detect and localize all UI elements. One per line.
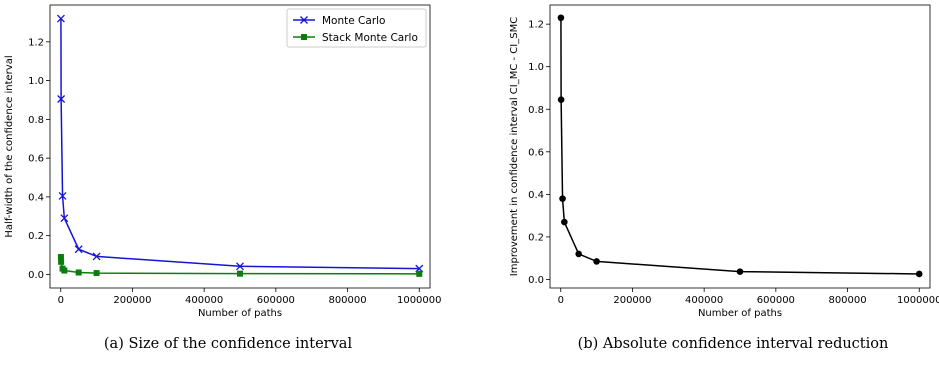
data-point xyxy=(60,214,69,223)
data-point xyxy=(237,270,243,277)
series-1 xyxy=(57,253,423,277)
data-point xyxy=(92,252,101,261)
x-tick-label: 400000 xyxy=(185,295,223,306)
data-point xyxy=(561,218,568,226)
x-tick-label: 0 xyxy=(58,295,64,306)
y-tick-label: 0.0 xyxy=(28,270,44,281)
x-axis-label: Number of paths xyxy=(698,308,782,319)
x-tick-label: 1000000 xyxy=(397,295,442,306)
data-point xyxy=(236,262,244,271)
data-point xyxy=(75,269,82,276)
y-tick-label: 0.0 xyxy=(528,275,544,286)
legend: Monte Carlo Stack Monte Carlo xyxy=(286,8,427,48)
series-line xyxy=(560,17,920,275)
y-tick-label: 0.6 xyxy=(528,147,544,158)
caption: (a) Size of the confidence interval xyxy=(104,336,353,352)
legend-label: Monte Carlo xyxy=(322,15,385,27)
chart-b: 0 200000 400000 600000 800000 1000000 0.0 0.2 0.… xyxy=(509,4,939,352)
y-tick-label: 0.8 xyxy=(28,115,44,126)
y-tick-label: 0.6 xyxy=(28,154,44,165)
y-tick-label: 1.2 xyxy=(28,37,44,48)
y-tick-label: 0.4 xyxy=(28,192,44,203)
y-axis-label: Improvement in confidence interval CI_MC… xyxy=(509,17,520,276)
y-tick-label: 1.2 xyxy=(528,20,544,31)
data-point xyxy=(56,14,65,23)
data-point xyxy=(736,268,744,275)
data-point xyxy=(93,270,100,277)
y-tick-label: 0.2 xyxy=(28,231,44,242)
legend-marker xyxy=(300,16,308,24)
plot-frame xyxy=(549,4,931,289)
data-point xyxy=(61,267,68,274)
x-tick-label: 200000 xyxy=(113,295,151,306)
data-point xyxy=(915,270,923,278)
x-tick-label: 200000 xyxy=(613,295,651,306)
data-point xyxy=(557,14,565,22)
series-0 xyxy=(56,14,424,273)
legend-item: Monte Carlo xyxy=(293,15,385,27)
data-point xyxy=(74,245,83,254)
caption: (b) Absolute confidence interval reducti… xyxy=(578,336,889,352)
y-axis-label: Half-width of the confidence interval xyxy=(4,55,15,237)
x-tick-label: 800000 xyxy=(828,295,866,306)
data-point xyxy=(557,96,565,103)
series-0 xyxy=(557,14,923,278)
y-tick-label: 1.0 xyxy=(528,62,544,73)
y-tick-label: 0.4 xyxy=(528,190,544,201)
x-tick-label: 800000 xyxy=(328,295,366,306)
legend-marker xyxy=(301,34,307,40)
y-tick-label: 0.2 xyxy=(528,232,544,243)
series-line xyxy=(60,18,420,270)
data-point xyxy=(58,258,65,265)
data-point xyxy=(57,253,64,260)
x-axis-label: Number of paths xyxy=(198,308,282,319)
x-tick-label: 600000 xyxy=(757,295,795,306)
x-tick-label: 1000000 xyxy=(897,295,939,306)
data-point xyxy=(58,191,67,200)
x-tick-label: 600000 xyxy=(257,295,295,306)
y-tick-label: 0.8 xyxy=(528,105,544,116)
x-tick-label: 400000 xyxy=(685,295,723,306)
legend-item: Stack Monte Carlo xyxy=(293,32,418,44)
data-point xyxy=(559,195,566,202)
y-tick-label: 1.0 xyxy=(28,76,44,87)
legend-label: Stack Monte Carlo xyxy=(322,32,418,44)
legend-box xyxy=(286,8,427,48)
data-point xyxy=(416,270,423,277)
data-point xyxy=(575,250,582,258)
data-point xyxy=(593,258,600,265)
x-tick-label: 0 xyxy=(558,295,564,306)
data-point xyxy=(57,95,66,103)
plot-frame xyxy=(49,4,431,289)
chart-a: 0 200000 400000 600000 800000 1000000 0.0 0.2 0.… xyxy=(4,4,442,352)
